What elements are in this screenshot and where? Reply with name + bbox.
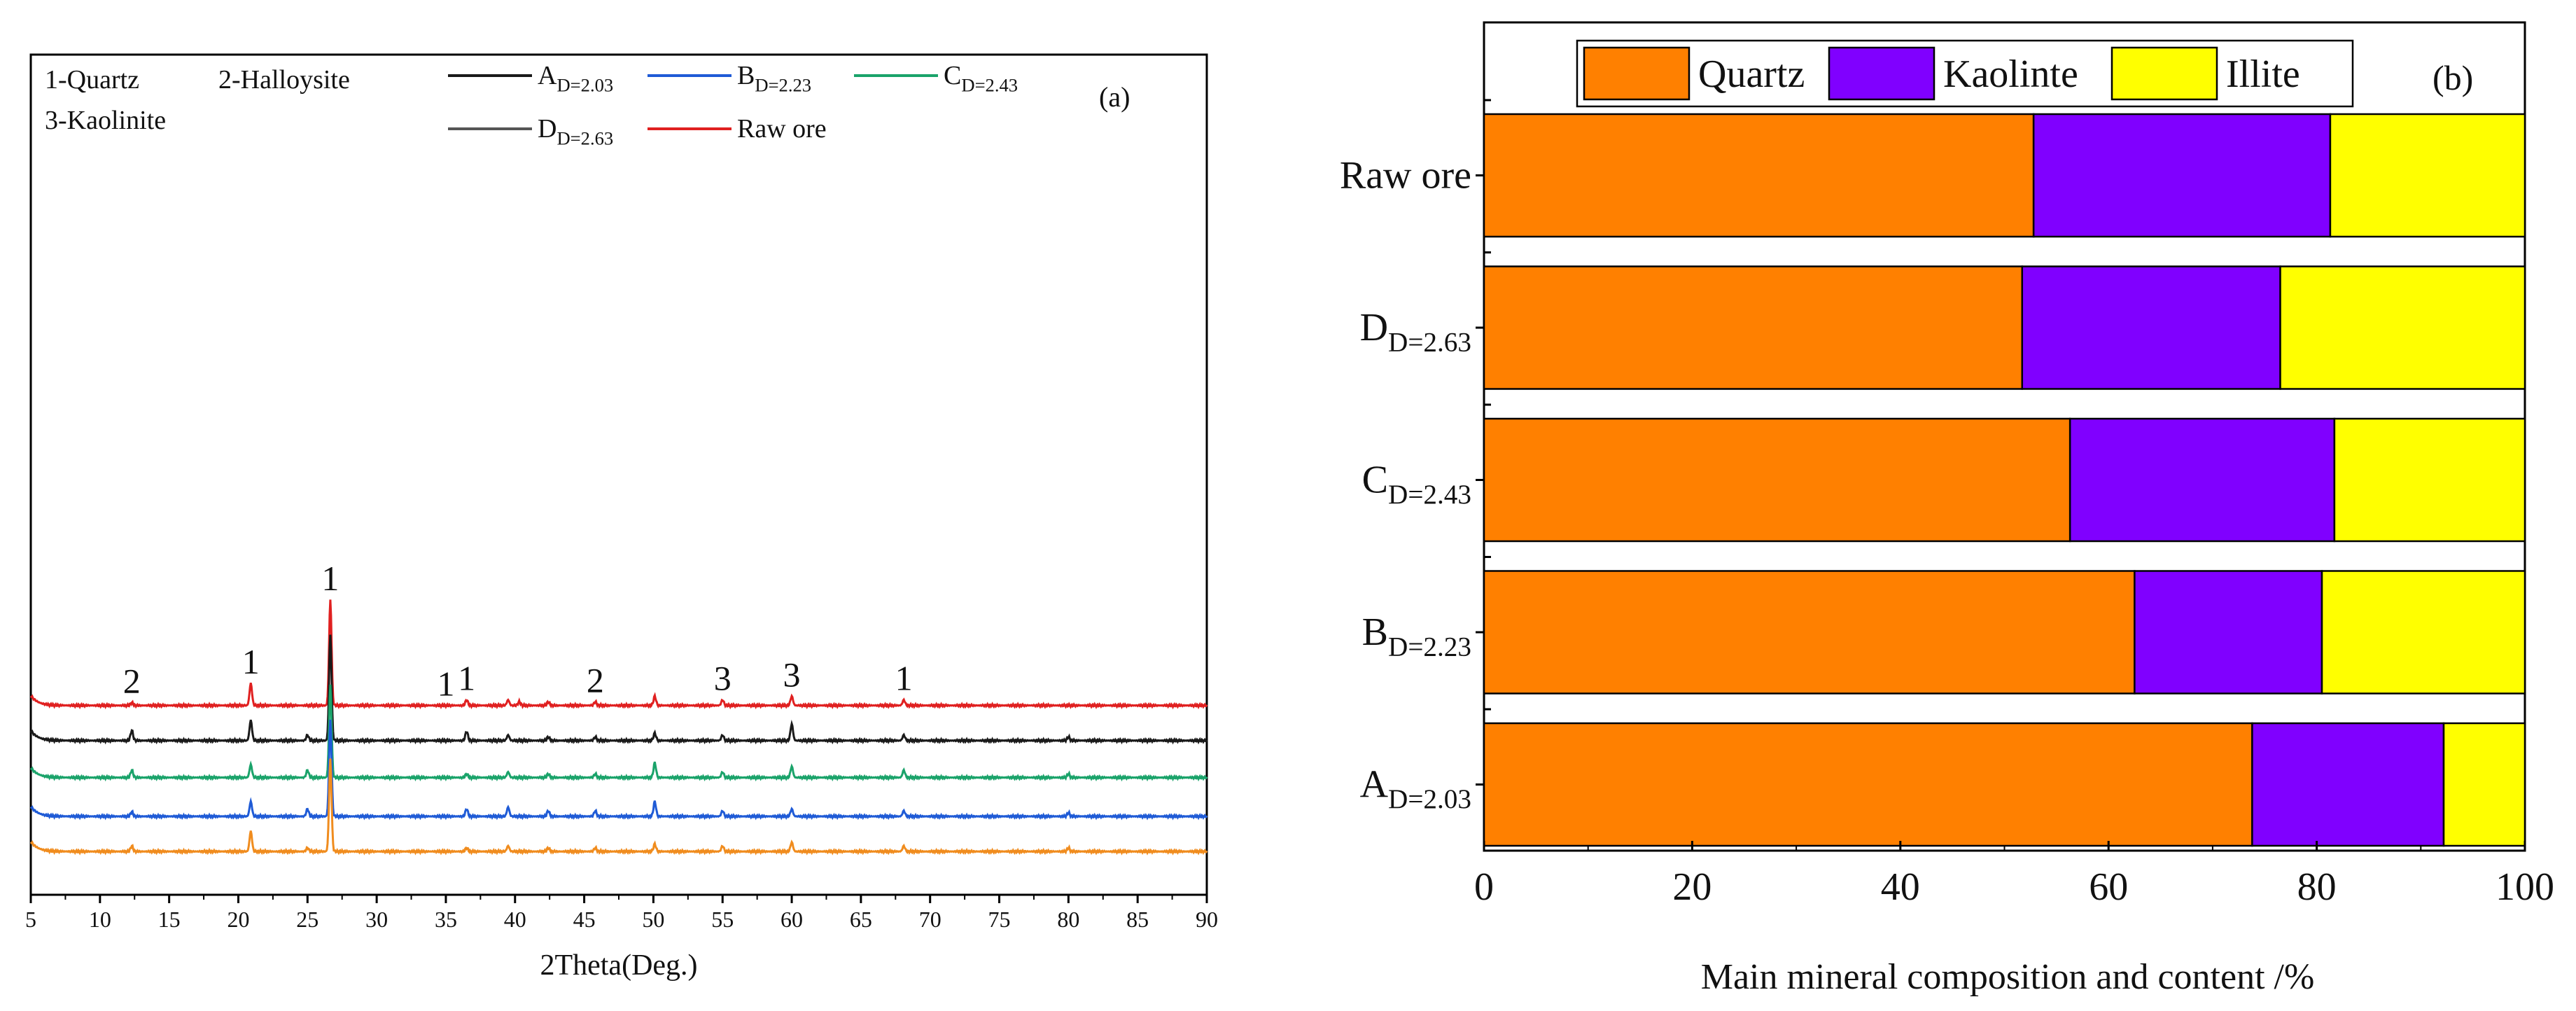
xrd-plot-frame	[29, 53, 1208, 896]
xrd-series-line	[29, 719, 1208, 821]
xrd-x-tick-label: 90	[1196, 907, 1218, 932]
xrd-x-tick-label: 55	[711, 907, 734, 932]
bar-segment	[2068, 417, 2336, 543]
composition-legend-label: Illite	[2226, 53, 2300, 96]
peak-label: 1	[242, 642, 260, 681]
composition-x-axis-ticks: 0 20 40 60 80 100	[1474, 841, 2554, 909]
composition-panel-label: (b)	[2432, 58, 2473, 97]
composition-x-tick-label: 40	[1881, 865, 1920, 909]
xrd-x-tick-label: 5	[25, 907, 36, 932]
xrd-x-tick-label: 75	[988, 907, 1011, 932]
composition-x-tick-label: 80	[2297, 865, 2337, 909]
xrd-legend-label: Raw ore	[737, 114, 827, 144]
composition-x-tick-label: 60	[2089, 865, 2128, 909]
xrd-x-tick-label: 85	[1126, 907, 1149, 932]
xrd-x-tick-label: 65	[850, 907, 872, 932]
bar-segment	[2251, 722, 2445, 847]
bar-segment	[2021, 265, 2281, 390]
composition-legend-label: Kaolinte	[1943, 53, 2078, 96]
peak-label: 1	[437, 664, 454, 704]
xrd-legend-label: AD=2.03	[538, 61, 613, 96]
xrd-peak-labels: 2 111 1 2 3 3 1	[123, 559, 913, 703]
category-label: BD=2.23	[1362, 611, 1471, 662]
peak-label: 3	[714, 659, 732, 698]
peak-label: 1	[895, 659, 913, 698]
category-label: Raw ore	[1340, 154, 1471, 197]
xrd-x-axis-label: 2Theta(Deg.)	[540, 949, 697, 982]
xrd-panel: 2 111 1 2 3 3 1 5 10 15 20 25 30 35 40 45 50 55 60 65 70 75 8…	[25, 53, 1218, 982]
composition-legend-swatch	[2110, 46, 2218, 101]
xrd-x-tick-label: 60	[780, 907, 803, 932]
xrd-series-group	[29, 599, 1208, 856]
xrd-x-tick-label: 20	[227, 907, 249, 932]
xrd-panel-label: (a)	[1099, 81, 1130, 113]
xrd-x-tick-label: 70	[919, 907, 941, 932]
bar-segment	[2320, 570, 2526, 695]
xrd-x-tick-label: 15	[158, 907, 181, 932]
xrd-series-line	[29, 684, 1208, 782]
peak-label: 3	[783, 655, 801, 694]
bar-segment	[2333, 417, 2526, 543]
xrd-x-tick-label: 10	[89, 907, 111, 932]
xrd-legend: AD=2.03 BD=2.23 CD=2.43 DD=2.63 Raw ore	[448, 61, 1018, 149]
bar-segment	[1483, 570, 2136, 695]
composition-x-tick-label: 20	[1672, 865, 1712, 909]
xrd-x-axis-ticks: 5 10 15 20 25 30 35 40 45 50 55 60 65 70 75 80 85 90	[25, 895, 1218, 932]
composition-legend-box	[1576, 39, 2354, 108]
xrd-x-tick-label: 50	[642, 907, 664, 932]
bar-segment	[1483, 265, 2024, 390]
peak-label: 2	[123, 662, 141, 701]
composition-legend: Quartz Kaolinte Illite	[1576, 39, 2354, 108]
xrd-legend-label: BD=2.23	[737, 61, 811, 96]
composition-category-labels: Raw ore DD=2.63 CD=2.43 BD=2.23 AD=2.03	[1340, 99, 1491, 815]
xrd-legend-label: CD=2.43	[944, 61, 1018, 96]
composition-x-axis-label: Main mineral composition and content /%	[1701, 957, 2315, 997]
mineral-key-item: 2-Halloysite	[218, 65, 350, 95]
bar-segment	[1483, 417, 2071, 543]
bar-segment	[2134, 570, 2323, 695]
peak-label: 2	[587, 660, 604, 699]
composition-x-tick-label: 0	[1474, 865, 1494, 909]
peak-label: 1	[321, 559, 339, 598]
category-label: CD=2.43	[1362, 459, 1471, 510]
xrd-x-tick-label: 45	[573, 907, 596, 932]
xrd-x-tick-label: 40	[504, 907, 526, 932]
composition-panel: Raw ore DD=2.63 CD=2.43 BD=2.23 AD=2.03 0 20 4…	[1340, 21, 2554, 997]
mineral-key-item: 1-Quartz	[45, 65, 139, 95]
composition-legend-swatch	[1828, 46, 1935, 101]
xrd-series-line	[29, 599, 1208, 710]
xrd-x-tick-label: 25	[296, 907, 318, 932]
category-label: AD=2.03	[1360, 763, 1471, 815]
composition-legend-swatch	[1583, 46, 1690, 101]
category-label: DD=2.63	[1360, 306, 1471, 358]
bar-segment	[1483, 113, 2035, 238]
composition-bars	[1483, 113, 2526, 847]
composition-x-tick-label: 100	[2496, 865, 2554, 909]
mineral-key-item: 3-Kaolinite	[45, 106, 166, 135]
xrd-x-tick-label: 35	[435, 907, 457, 932]
xrd-x-tick-label: 30	[365, 907, 388, 932]
xrd-legend-label: DD=2.63	[538, 114, 613, 149]
bar-segment	[2442, 722, 2526, 847]
bar-segment	[1483, 722, 2253, 847]
xrd-series-line	[29, 634, 1208, 745]
bar-segment	[2329, 113, 2526, 238]
xrd-x-tick-label: 80	[1057, 907, 1079, 932]
bar-segment	[2032, 113, 2332, 238]
composition-legend-label: Quartz	[1698, 53, 1805, 96]
mineral-key: 1-Quartz 2-Halloysite 3-Kaolinite	[45, 65, 350, 135]
bar-segment	[2279, 265, 2526, 390]
xrd-series-line	[29, 758, 1208, 856]
peak-label: 1	[458, 659, 475, 698]
